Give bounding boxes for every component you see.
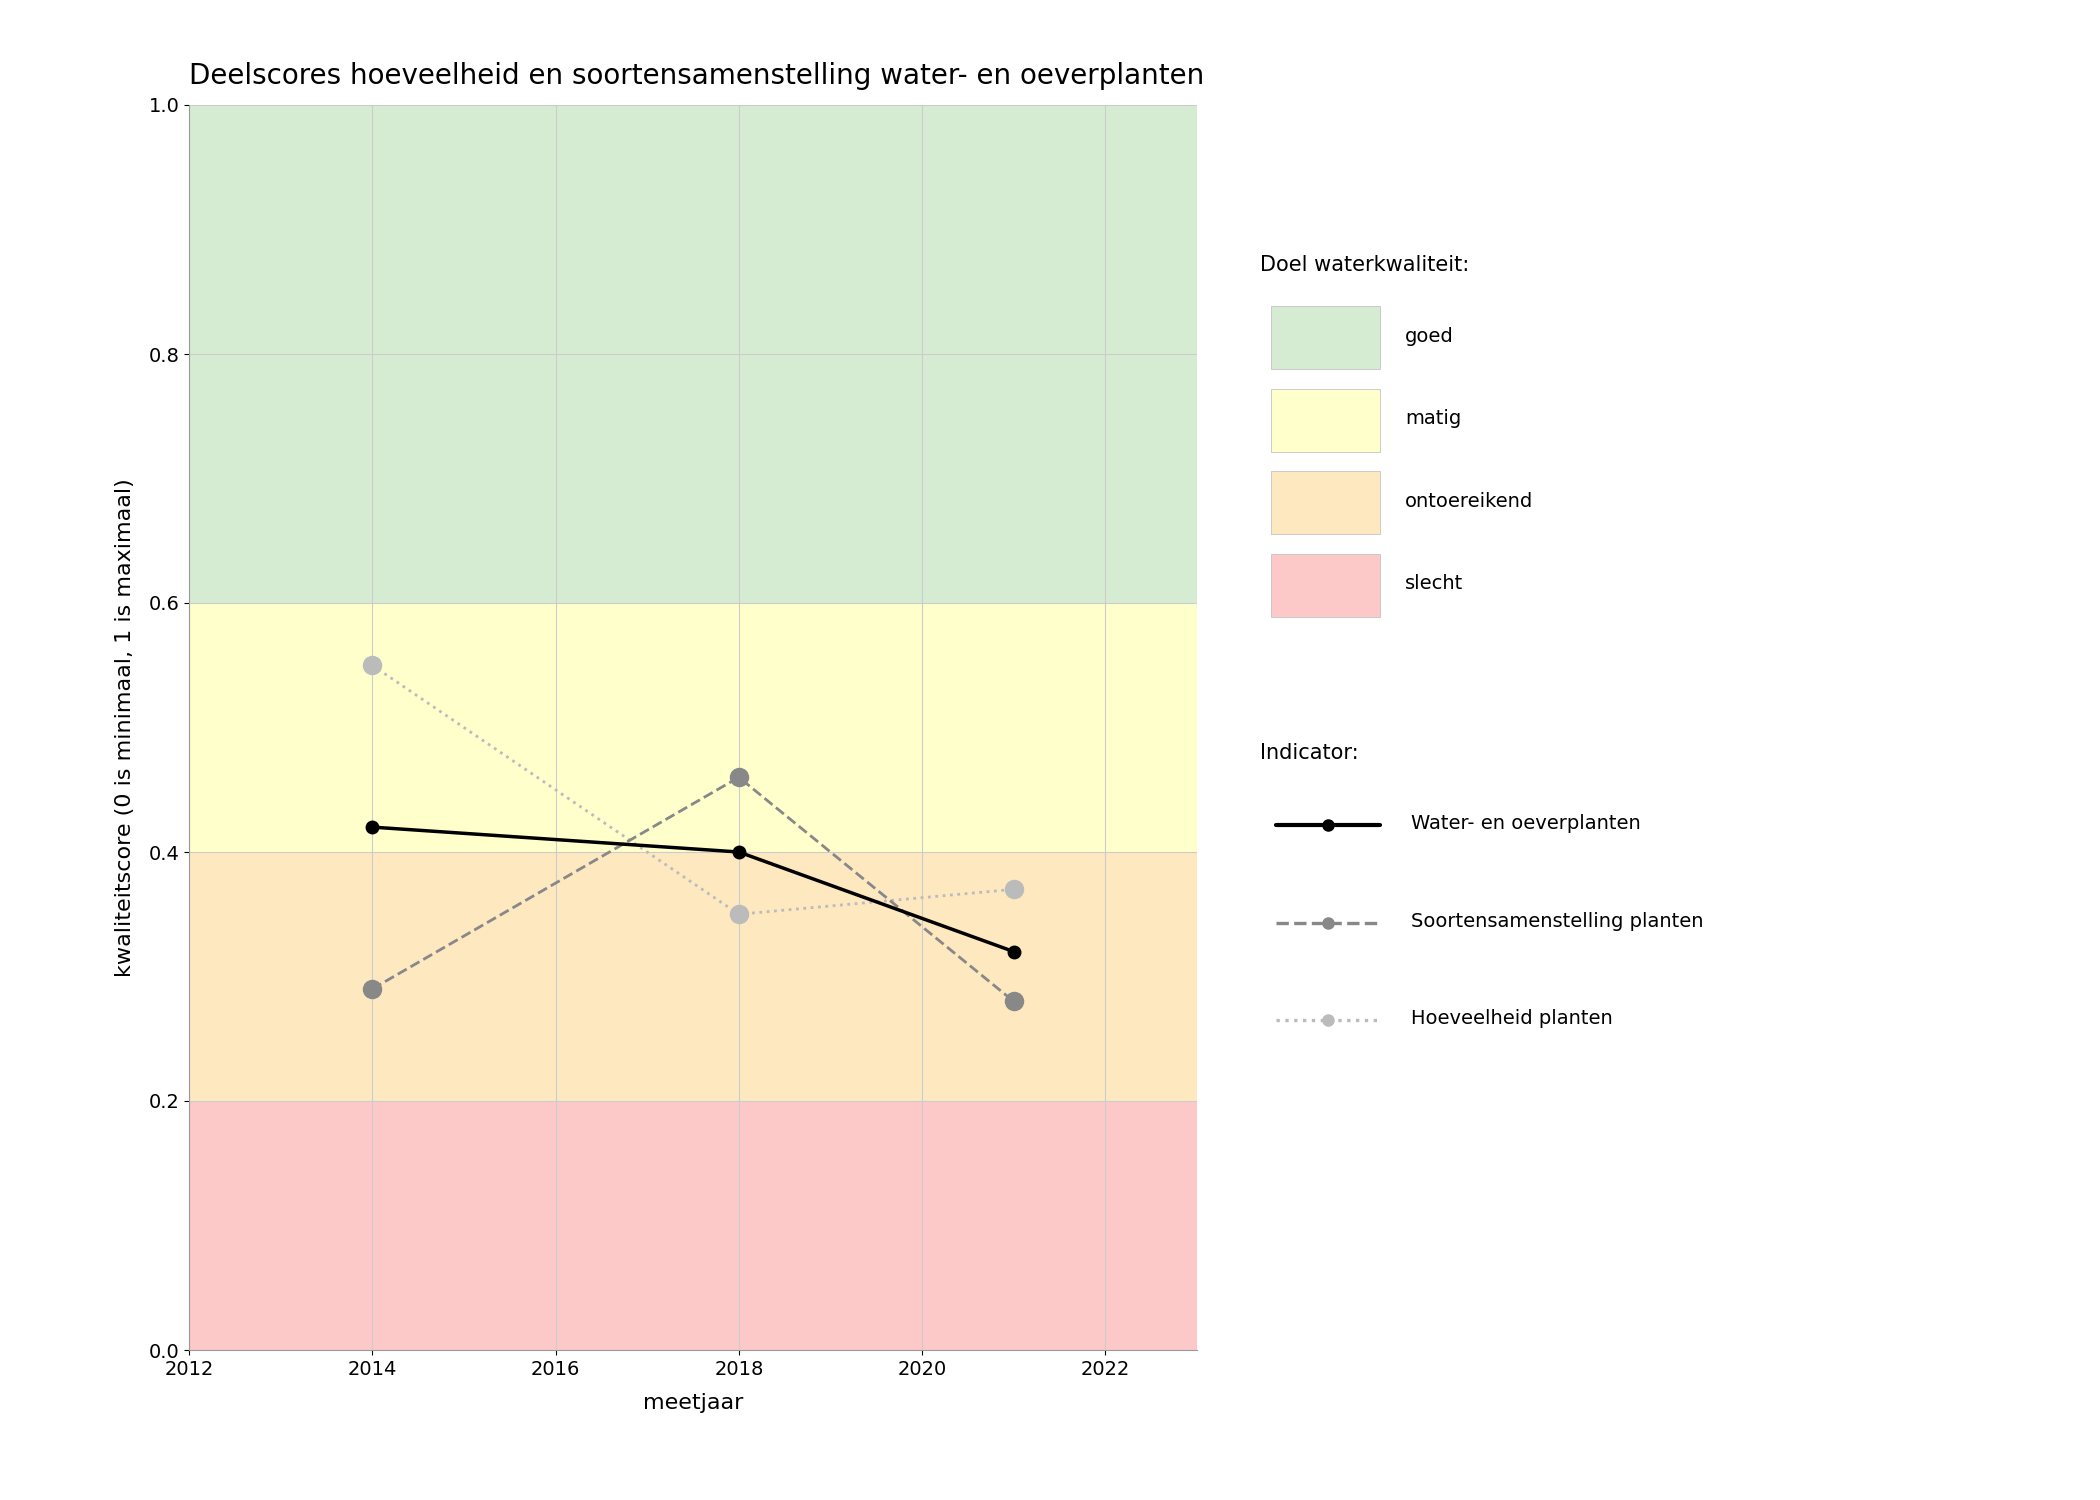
X-axis label: meetjaar: meetjaar: [643, 1392, 743, 1413]
Bar: [189, 603, 1197, 852]
Bar: [189, 852, 1197, 1101]
Text: ontoereikend: ontoereikend: [1405, 492, 1533, 510]
Text: Hoeveelheid planten: Hoeveelheid planten: [1411, 1010, 1613, 1028]
Text: matig: matig: [1405, 410, 1462, 428]
Text: Soortensamenstelling planten: Soortensamenstelling planten: [1411, 912, 1703, 930]
Text: Indicator:: Indicator:: [1260, 742, 1359, 762]
Y-axis label: kwaliteitscore (0 is minimaal, 1 is maximaal): kwaliteitscore (0 is minimaal, 1 is maxi…: [116, 478, 134, 976]
Text: Doel waterkwaliteit:: Doel waterkwaliteit:: [1260, 255, 1470, 274]
Text: Water- en oeverplanten: Water- en oeverplanten: [1411, 815, 1640, 833]
Text: goed: goed: [1405, 327, 1453, 345]
Text: slecht: slecht: [1405, 574, 1464, 592]
Text: Deelscores hoeveelheid en soortensamenstelling water- en oeverplanten: Deelscores hoeveelheid en soortensamenst…: [189, 62, 1203, 90]
Bar: [189, 1101, 1197, 1350]
Bar: [189, 105, 1197, 603]
